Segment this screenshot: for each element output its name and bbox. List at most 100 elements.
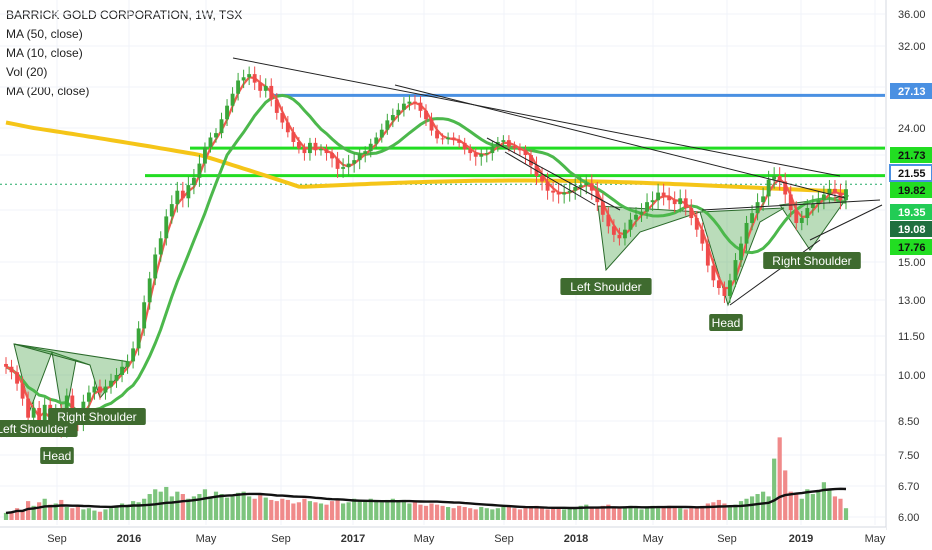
volume-bar: [119, 503, 125, 520]
volume-bar: [374, 501, 379, 520]
volume-bar: [484, 508, 489, 520]
volume-bar: [92, 510, 97, 520]
candle-body: [15, 372, 19, 384]
volume-bar: [589, 507, 594, 520]
volume-bar: [70, 508, 75, 520]
annotation-label: Right Shoulder: [772, 254, 851, 268]
candle-body: [363, 151, 368, 155]
volume-bar: [42, 498, 47, 520]
candle-body: [799, 218, 804, 223]
candle-body: [407, 101, 412, 104]
candle-body: [120, 366, 124, 375]
candle-body: [584, 183, 589, 186]
candle-body: [761, 196, 766, 203]
price-label: 27.13: [898, 86, 926, 98]
volume-bar: [37, 502, 42, 520]
candle-body: [529, 155, 533, 166]
trendline-3: [486, 137, 621, 211]
volume-bar: [9, 511, 14, 520]
candle-body: [683, 198, 688, 209]
volume-bar: [573, 507, 578, 520]
candle-body: [308, 142, 312, 154]
volume-bar: [777, 437, 782, 520]
neckline: [701, 199, 881, 211]
candle-body: [164, 216, 169, 239]
candle-body: [562, 192, 567, 195]
candle-body: [678, 198, 683, 205]
volume-bar: [838, 498, 843, 520]
volume-bar: [3, 512, 9, 520]
candle-body: [335, 158, 340, 169]
volume-bar: [506, 505, 511, 520]
candle-body: [142, 302, 147, 329]
annotation-label: Right Shoulder: [57, 410, 136, 424]
volume-bar: [75, 505, 80, 520]
candle-body: [42, 404, 47, 425]
grid: [0, 0, 885, 525]
candle-body: [435, 130, 439, 139]
candle-body: [462, 142, 467, 150]
candle-body: [37, 407, 42, 425]
candle-body: [131, 348, 136, 362]
candle-body: [291, 132, 296, 142]
candle-body: [424, 110, 428, 120]
price-axis[interactable]: 36.0032.0028.0024.0021.0018.0015.0013.00…: [885, 0, 932, 530]
candle-body: [9, 366, 14, 373]
price-label-box: [889, 164, 932, 182]
price-tick-label: 10.00: [898, 370, 926, 382]
volume-bar: [733, 504, 738, 520]
volume-bar: [158, 491, 163, 520]
candle-body: [744, 222, 749, 244]
trendline-5: [729, 239, 821, 306]
volume-ma-line: [5, 487, 847, 515]
candle-body: [236, 80, 241, 94]
price-label-box: [890, 182, 932, 198]
annotation-box: [763, 252, 861, 269]
volume-bar: [53, 503, 58, 520]
price-label: 21.55: [898, 168, 926, 180]
volume-bar: [103, 509, 108, 520]
volume-bar: [307, 501, 313, 520]
candle-body: [816, 200, 821, 205]
volume-bar: [501, 507, 506, 520]
volume-bar: [457, 505, 462, 520]
volume-bar: [816, 491, 821, 520]
annotation-box: [560, 278, 652, 295]
volume-bar: [584, 504, 589, 520]
volume-bar: [191, 496, 196, 520]
volume-bar: [628, 505, 633, 520]
candle-body: [623, 229, 627, 239]
candle-body: [330, 153, 334, 159]
candle-body: [92, 386, 97, 393]
volume-bar: [479, 507, 484, 520]
volume-bar: [534, 505, 539, 520]
candle-body: [567, 190, 572, 193]
price-label-box: [890, 239, 932, 255]
volume-bar: [462, 507, 467, 520]
candle-body: [20, 383, 25, 399]
chart-title: BARRICK GOLD CORPORATION, 1W, TSX: [6, 8, 243, 22]
candle-body: [672, 200, 677, 205]
volume-bar: [799, 498, 804, 520]
price-tick-label: 6.70: [898, 481, 919, 493]
volume-bar: [468, 508, 473, 520]
time-axis[interactable]: Sep 2016 May Sep 2017 May Sep 2018 May Sep 2019 May: [0, 526, 886, 550]
volume-bar: [175, 491, 180, 520]
volume-bar: [208, 496, 213, 520]
volume-bar: [490, 509, 495, 520]
candle-body: [263, 85, 268, 91]
volume-bar: [738, 501, 744, 520]
volume-bar: [611, 507, 616, 520]
volume-bar: [230, 496, 235, 520]
volume-bar: [114, 505, 119, 520]
volume-bar: [711, 502, 716, 520]
candle-body: [169, 204, 174, 217]
candle-body: [833, 188, 837, 193]
time-tick-label: May: [865, 533, 886, 545]
candle-body: [639, 211, 644, 215]
candle-body: [777, 175, 782, 182]
candle-body: [645, 202, 649, 212]
trendlines[interactable]: [232, 57, 883, 306]
candle-body: [175, 190, 180, 205]
